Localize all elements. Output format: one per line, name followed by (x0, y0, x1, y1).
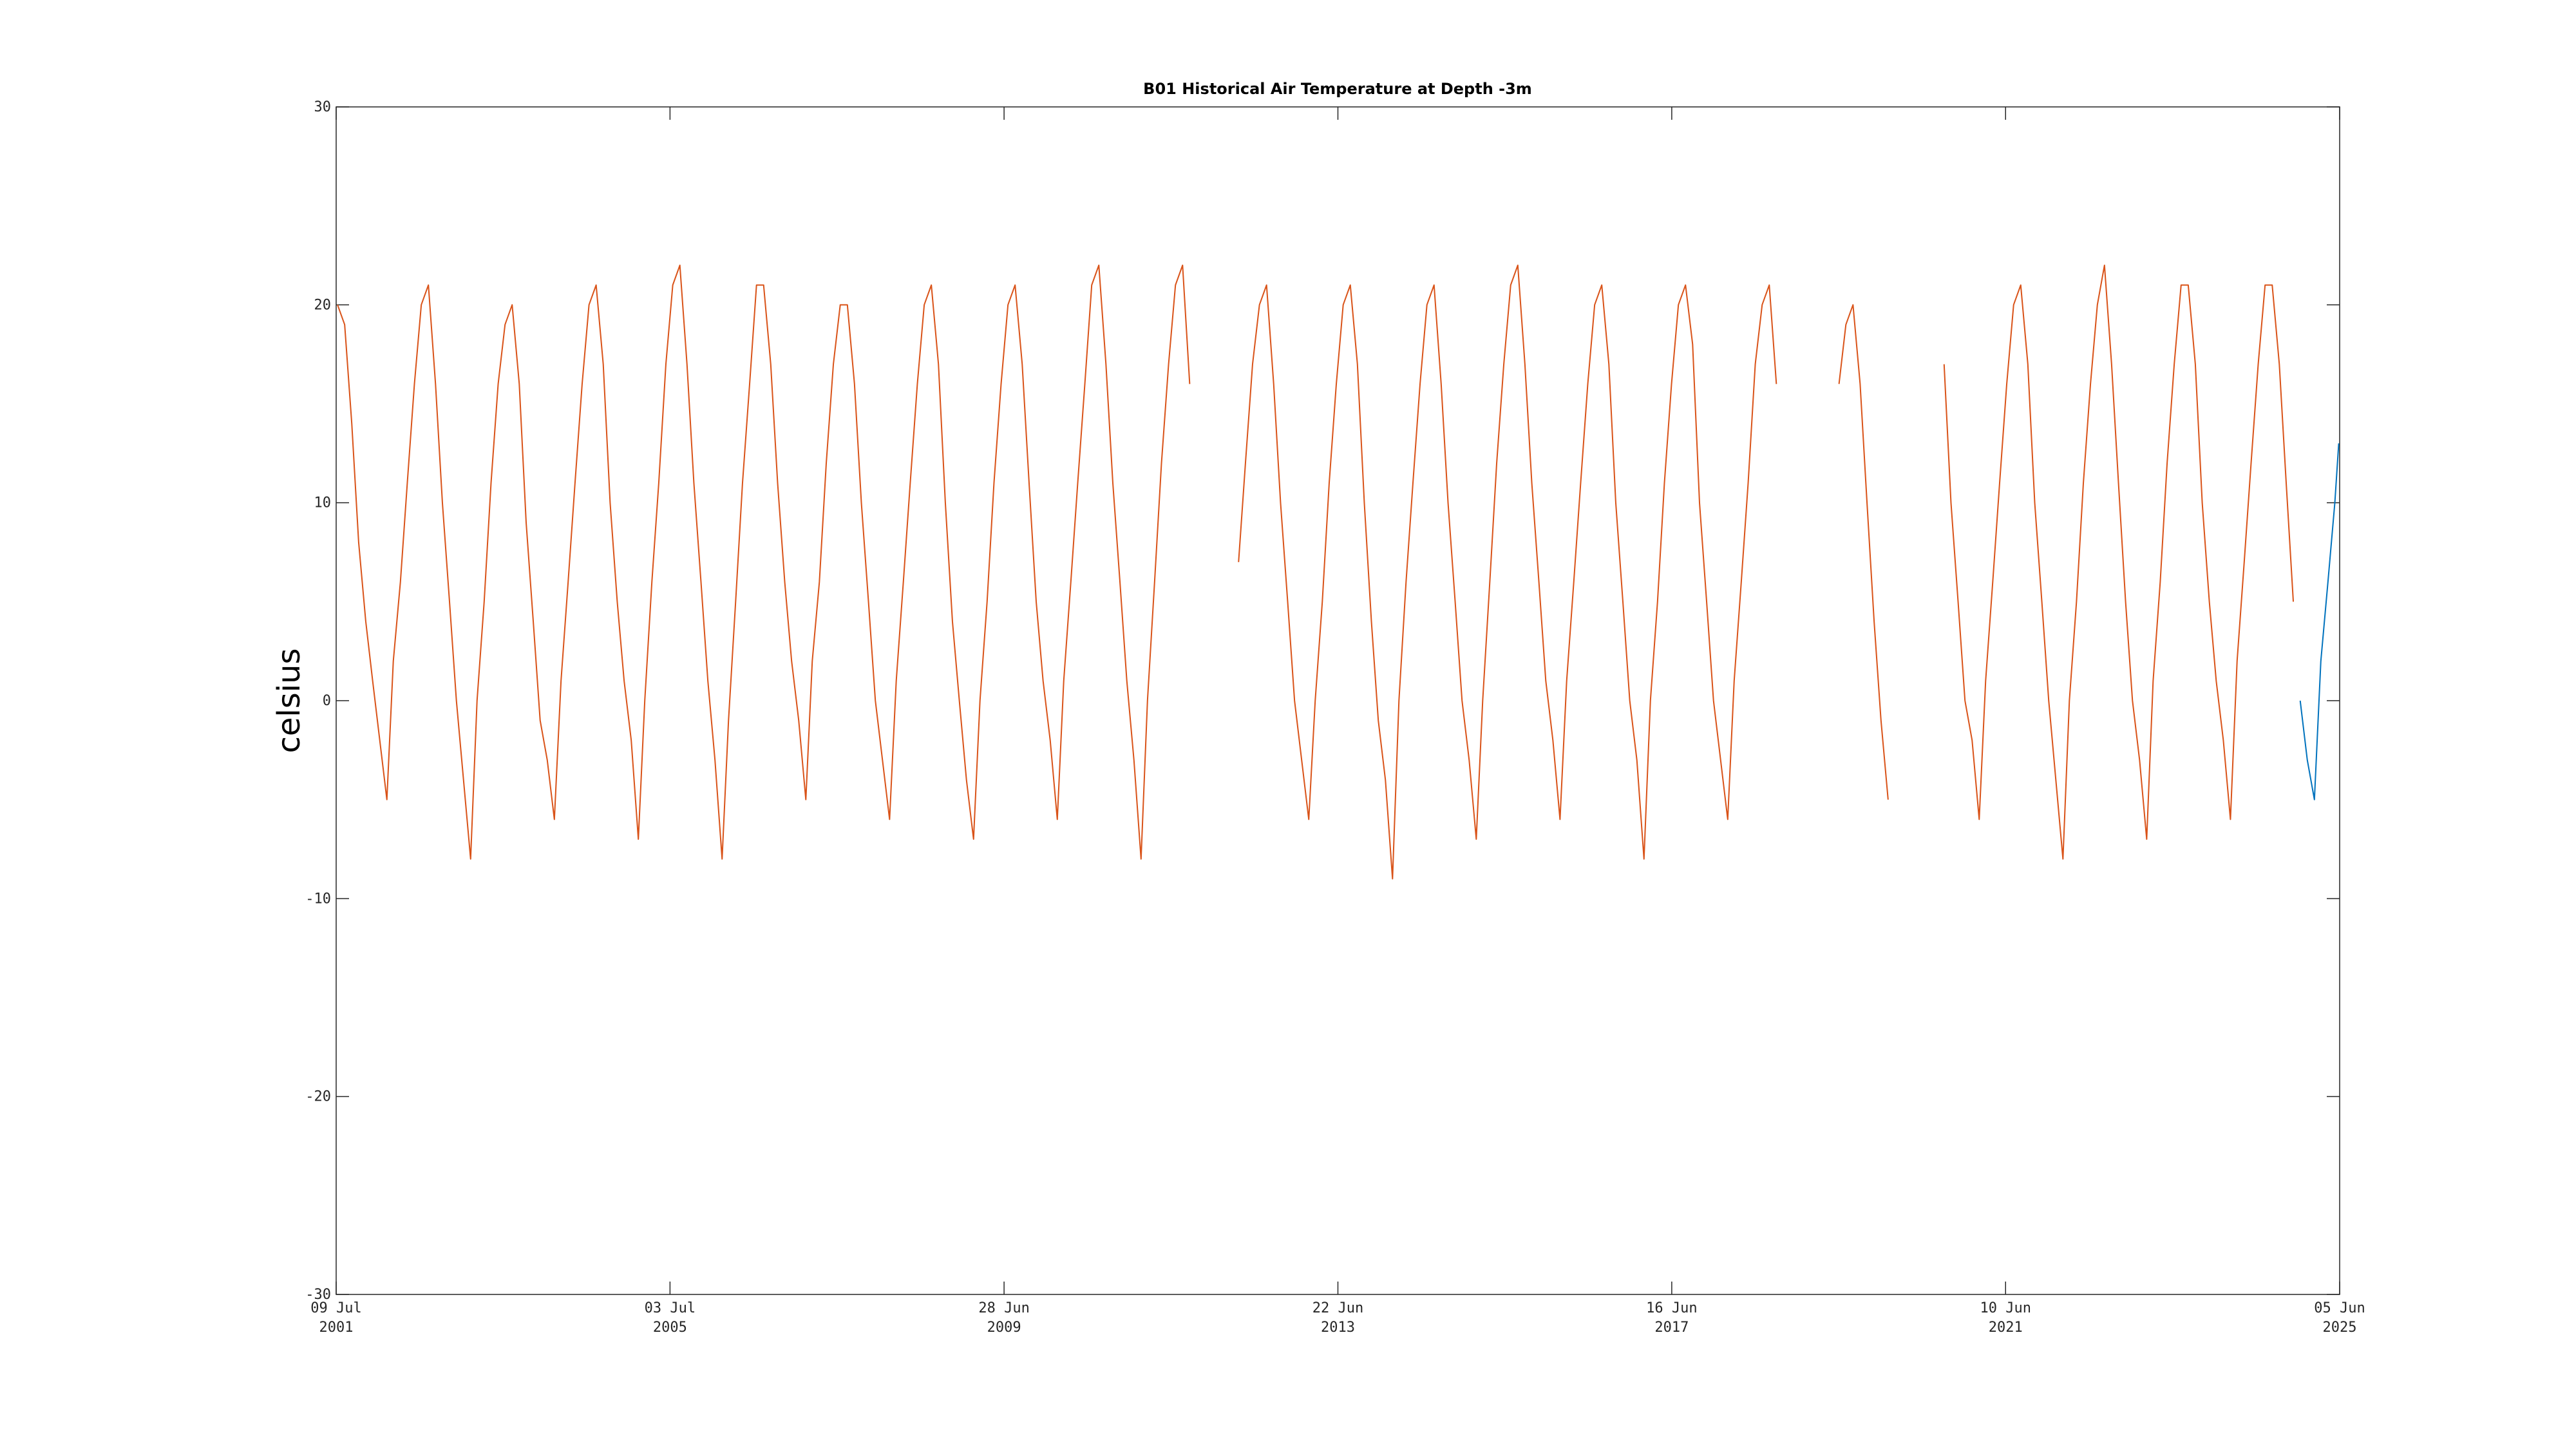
y-tick-label: 10 (314, 495, 332, 511)
y-tick-label: -30 (305, 1287, 331, 1303)
y-tick-label: 30 (314, 99, 332, 115)
x-tick-label: 2001 (319, 1320, 354, 1336)
x-tick-label: 2005 (653, 1320, 687, 1336)
chart-title: B01 Historical Air Temperature at Depth … (1143, 80, 1532, 98)
x-tick-label: 2025 (2323, 1320, 2357, 1336)
data-line (337, 264, 1191, 860)
x-tick-label: 09 Jul (310, 1300, 361, 1316)
data-line (1238, 264, 1777, 880)
y-tick-label: 0 (323, 693, 331, 709)
x-tick-label: 2013 (1321, 1320, 1355, 1336)
x-tick-label: 2017 (1654, 1320, 1689, 1336)
data-line (2299, 443, 2340, 800)
x-tick-label: 28 Jun (978, 1300, 1029, 1316)
plot-frame (336, 106, 2340, 1295)
y-axis-label: celsius (271, 648, 307, 753)
y-tick-label: -20 (305, 1089, 331, 1105)
y-tick-label: 20 (314, 297, 332, 313)
x-tick-label: 2009 (987, 1320, 1021, 1336)
x-tick-label: 05 Jun (2314, 1300, 2365, 1316)
data-line (1943, 264, 2295, 860)
y-tick-label: -10 (305, 891, 331, 907)
x-tick-label: 03 Jul (645, 1300, 696, 1316)
x-tick-label: 10 Jun (1980, 1300, 2031, 1316)
x-tick-label: 2021 (1989, 1320, 2023, 1336)
x-tick-label: 16 Jun (1646, 1300, 1697, 1316)
data-line (1838, 304, 1889, 800)
x-tick-label: 22 Jun (1312, 1300, 1363, 1316)
